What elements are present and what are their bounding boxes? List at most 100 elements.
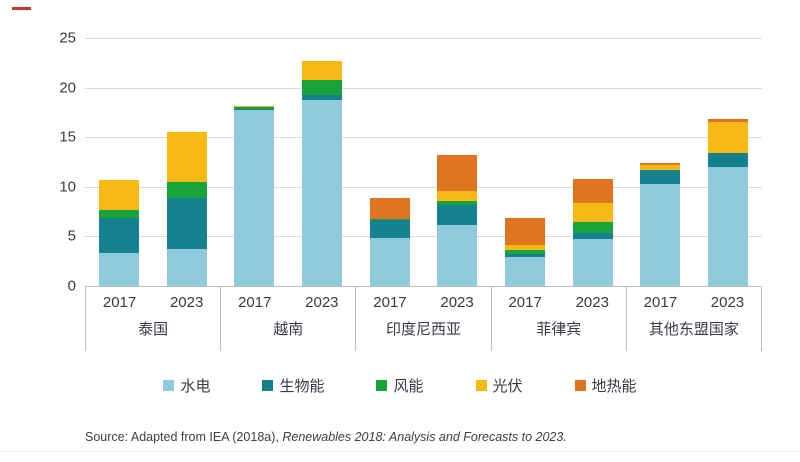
stacked-bar-越南-2017 — [234, 106, 275, 286]
gridline-5 — [85, 236, 762, 238]
gridline-10 — [85, 186, 762, 188]
stacked-bar-印度尼西亚-2017 — [369, 197, 410, 286]
stacked-bar-泰国-2023 — [166, 132, 207, 286]
legend-swatch-icon — [262, 380, 274, 391]
group-label-越南: 越南 — [273, 320, 304, 338]
bar-segment-光伏 — [301, 60, 342, 80]
legend-swatch-icon — [475, 380, 487, 391]
gridline-25 — [85, 38, 762, 39]
legend-swatch-icon — [574, 380, 586, 391]
source-citation: Renewables 2018: Analysis and Forecasts … — [282, 430, 567, 444]
bar-segment-生物能 — [166, 197, 207, 250]
gridline-20 — [85, 87, 762, 89]
bar-segment-生物能 — [369, 219, 410, 239]
bar-segment-风能 — [166, 181, 207, 198]
divider-line — [0, 451, 800, 452]
gridline-15 — [85, 137, 762, 139]
bar-segment-光伏 — [572, 202, 613, 222]
stacked-bar-越南-2023 — [301, 60, 342, 286]
bar-segment-水电 — [708, 166, 749, 286]
bar-segment-水电 — [98, 253, 139, 286]
y-axis-tick-20: 20 — [59, 79, 76, 97]
stacked-bar-印度尼西亚-2023 — [437, 155, 478, 286]
y-axis-tick-25: 25 — [59, 29, 76, 47]
stacked-bar-菲律宾-2017 — [505, 217, 546, 286]
bar-segment-生物能 — [301, 94, 342, 100]
bar-segment-风能 — [369, 218, 410, 220]
bar-group-其他东盟国家 — [627, 38, 762, 286]
x-axis-cell-菲律宾: 2017 2023 菲律宾 — [490, 287, 626, 351]
bar-segment-生物能 — [98, 217, 139, 254]
year-label-2017: 2017 — [102, 294, 137, 311]
bar-segment-水电 — [640, 183, 681, 286]
bar-segment-水电 — [572, 239, 613, 286]
bar-segment-生物能 — [640, 169, 681, 184]
bar-segment-地热能 — [640, 163, 681, 165]
year-row: 2017 2023 — [356, 287, 490, 311]
stacked-bar-其他东盟国家-2017 — [640, 163, 681, 286]
group-label-印度尼西亚: 印度尼西亚 — [386, 320, 462, 338]
bar-segment-水电 — [301, 99, 342, 286]
group-label-泰国: 泰国 — [138, 320, 169, 338]
bar-segment-风能 — [572, 221, 613, 234]
legend-item-生物能: 生物能 — [262, 375, 324, 396]
bar-group-菲律宾 — [491, 38, 626, 286]
year-label-2017: 2017 — [643, 294, 678, 311]
red-dash-mark — [12, 7, 31, 10]
x-axis-cell-其他东盟国家: 2017 2023 其他东盟国家 — [625, 287, 763, 351]
bar-segment-风能 — [234, 107, 275, 110]
y-axis-tick-10: 10 — [59, 178, 76, 196]
bar-segment-光伏 — [166, 132, 207, 182]
year-label-2017: 2017 — [373, 294, 407, 311]
legend-label: 地热能 — [591, 378, 637, 395]
bar-segment-水电 — [505, 257, 546, 286]
group-label-其他东盟国家: 其他东盟国家 — [648, 320, 739, 338]
bar-segment-水电 — [369, 238, 410, 286]
year-label-2017: 2017 — [238, 294, 272, 311]
bar-segment-光伏 — [234, 106, 275, 108]
year-label-2023: 2023 — [305, 294, 339, 311]
legend-item-水电: 水电 — [163, 375, 210, 396]
bar-segment-水电 — [166, 249, 207, 286]
bar-segment-光伏 — [437, 190, 478, 201]
stacked-bar-其他东盟国家-2023 — [708, 119, 749, 286]
bar-segment-地热能 — [369, 197, 410, 219]
legend-swatch-icon — [376, 380, 388, 391]
bar-segment-地热能 — [708, 119, 749, 123]
x-axis-cell-印度尼西亚: 2017 2023 印度尼西亚 — [355, 287, 490, 351]
bar-segment-生物能 — [234, 109, 275, 111]
plot-area — [85, 38, 762, 286]
legend-item-风能: 风能 — [376, 375, 424, 396]
bar-segment-地热能 — [572, 178, 613, 203]
year-label-2023: 2023 — [575, 294, 609, 311]
bar-segment-生物能 — [505, 254, 546, 258]
bar-segment-地热能 — [505, 217, 546, 246]
bar-segment-水电 — [437, 224, 478, 286]
bar-segment-光伏 — [98, 179, 139, 210]
legend-label: 光伏 — [492, 378, 523, 395]
y-axis: 0 5 10 15 20 25 — [38, 30, 76, 295]
stacked-bar-泰国-2017 — [98, 179, 139, 286]
x-axis-cell-泰国: 2017 2023 泰国 — [85, 287, 220, 351]
year-row: 2017 2023 — [86, 287, 220, 311]
legend-label: 水电 — [180, 378, 211, 395]
y-axis-tick-0: 0 — [67, 277, 76, 295]
x-axis-label-box: 2017 2023 泰国 2017 2023 越南 2017 2023 印度尼西亚 2017 202… — [85, 286, 763, 351]
source-text: Source: Adapted from IEA (2018a), — [85, 430, 283, 444]
legend-swatch-icon — [163, 380, 175, 391]
bar-segment-光伏 — [640, 165, 681, 170]
year-row: 2017 2023 — [492, 287, 626, 311]
bar-group-印度尼西亚 — [356, 38, 491, 286]
bar-group-越南 — [220, 38, 355, 286]
bar-segment-风能 — [98, 209, 139, 218]
source-note: Source: Adapted from IEA (2018a), Renewa… — [85, 430, 567, 444]
legend-item-地热能: 地热能 — [574, 375, 637, 396]
x-axis-cell-越南: 2017 2023 越南 — [220, 287, 355, 351]
year-label-2023: 2023 — [440, 294, 474, 311]
y-axis-tick-5: 5 — [67, 227, 76, 245]
bar-segment-水电 — [234, 110, 275, 286]
y-axis-tick-15: 15 — [59, 128, 76, 146]
bar-segment-地热能 — [437, 155, 478, 191]
year-label-2023: 2023 — [169, 294, 204, 311]
